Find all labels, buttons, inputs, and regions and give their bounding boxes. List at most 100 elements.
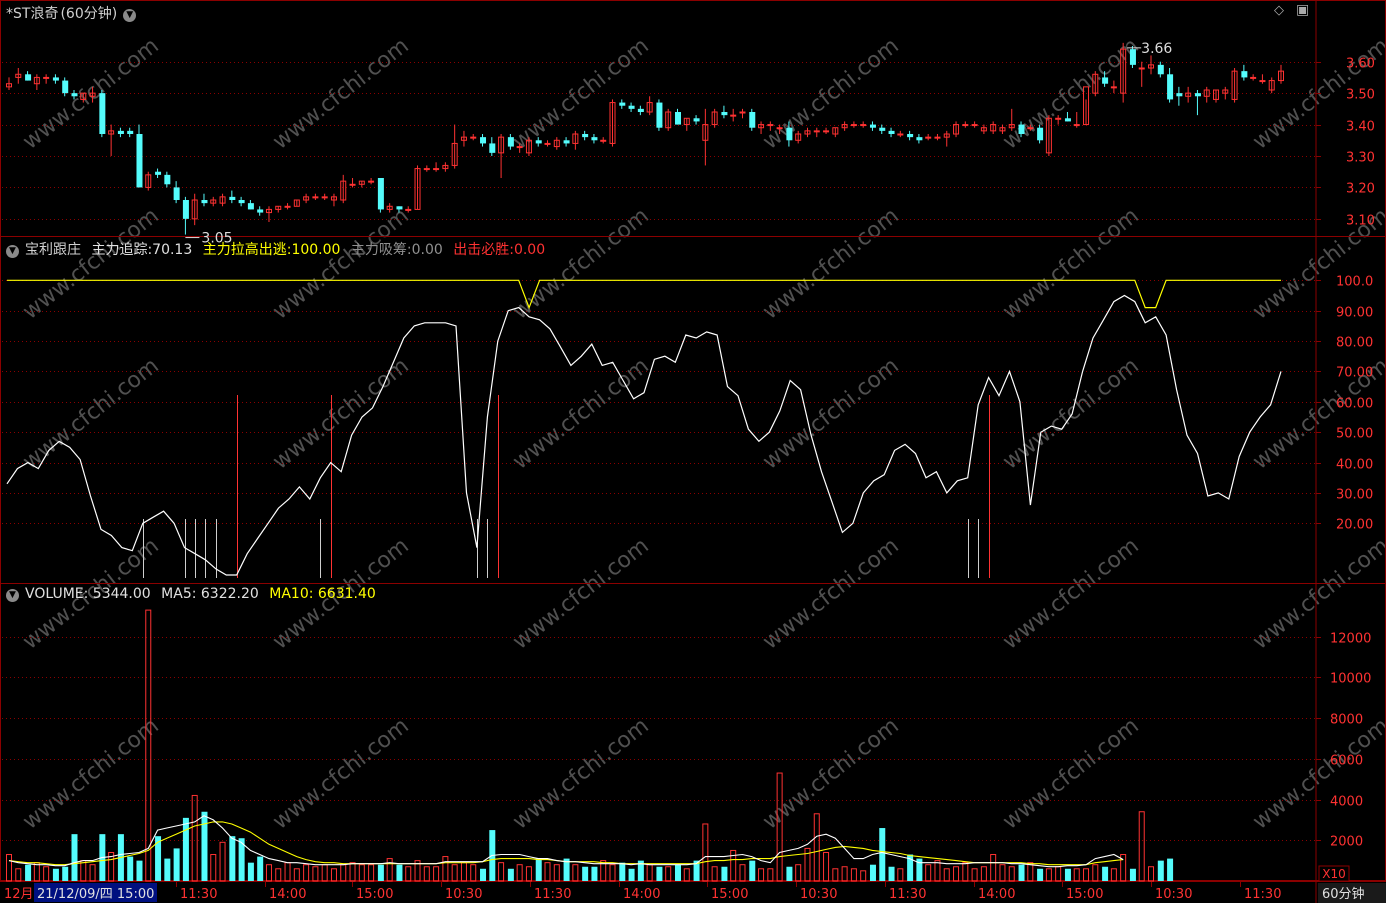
time-label: 15:00 (711, 887, 748, 902)
volume-bar (275, 868, 282, 882)
candle-body (386, 205, 393, 210)
candle-body (619, 102, 626, 106)
candle-body (1268, 80, 1275, 91)
volume-tick-label: 8000 (1330, 713, 1363, 728)
price-tick-label: 3.40 (1346, 120, 1375, 135)
candle-body (795, 133, 802, 141)
volume-bar (62, 866, 69, 881)
candle-body (943, 133, 950, 138)
volume-bar (451, 864, 458, 882)
chevron-down-icon[interactable]: ▼ (123, 9, 137, 22)
volume-bar (229, 836, 236, 881)
candle-body (99, 93, 106, 134)
candle-body (804, 130, 811, 135)
volume-bar (507, 868, 514, 881)
candle-body (860, 124, 867, 127)
volume-bar (1027, 862, 1034, 882)
unit-box (1318, 865, 1350, 882)
candle-body (1045, 117, 1052, 154)
volume-bar (1092, 864, 1099, 882)
volume-bar (869, 864, 876, 881)
indicator-tick-label: 100.0 (1336, 275, 1373, 290)
volume-bar (1008, 866, 1015, 882)
indicator-menu-icon[interactable]: ▼ (6, 245, 19, 258)
volume-bar (349, 862, 356, 882)
candle-body (1148, 64, 1155, 69)
candle-body (1092, 73, 1099, 94)
volume-bar (460, 862, 467, 882)
candle-body (293, 199, 300, 207)
candle-body (1213, 89, 1220, 100)
candle-body (89, 92, 96, 97)
volume-bar (665, 866, 672, 882)
diamond-icon[interactable]: ◇ (1274, 3, 1284, 18)
volume-bar (591, 866, 598, 881)
time-label: 14:00 (978, 887, 1015, 902)
volume-bar (711, 866, 718, 882)
candle-body (953, 124, 960, 135)
candle-body (340, 180, 347, 201)
main-track-line (6, 294, 1282, 576)
candle-body (897, 133, 904, 136)
accumulate-label: 主力吸筹: (350, 242, 412, 258)
candle-body (470, 136, 477, 139)
candle-body (786, 127, 793, 141)
volume-bar (108, 851, 115, 882)
candle-body (396, 206, 403, 210)
candle-body (841, 124, 848, 129)
volume-tick-label: 2000 (1330, 835, 1363, 850)
volume-bar (823, 851, 830, 882)
candle-body (1120, 48, 1127, 94)
volume-bar (201, 811, 208, 881)
time-label: 11:30 (180, 887, 217, 902)
volume-bar (136, 860, 143, 881)
cursor-time-box (34, 883, 157, 902)
volume-bar (1064, 868, 1071, 881)
candle-body (405, 208, 412, 211)
candle-body (1037, 127, 1044, 141)
volume-bar (330, 868, 337, 882)
candle-body (767, 124, 774, 127)
volume-bar (6, 854, 12, 882)
volume-bar (721, 866, 728, 881)
volume-bar (43, 866, 50, 882)
volume-bar (293, 868, 300, 882)
candle-body (460, 136, 467, 141)
watermark-text: www.cfchi.com (508, 33, 653, 154)
price-tick-label: 3.30 (1346, 151, 1375, 166)
indicator-tick-label: 20.00 (1336, 518, 1373, 533)
volume-bar (386, 858, 393, 882)
candle-body (414, 168, 421, 210)
watermark-text: www.cfchi.com (758, 533, 903, 654)
time-label: 10:30 (1155, 887, 1192, 902)
candle-body (869, 124, 876, 128)
watermark-text: www.cfchi.com (758, 33, 903, 154)
candle-body (451, 142, 458, 166)
volume-bar (1167, 858, 1174, 881)
candle-body (303, 196, 310, 201)
volume-tick-label: 6000 (1330, 754, 1363, 769)
candle-body (1018, 124, 1025, 134)
ma10-value: 6631.40 (317, 586, 376, 602)
time-label: 14:00 (623, 887, 660, 902)
candle-body (758, 124, 765, 129)
indicator-tick-label: 30.00 (1336, 488, 1373, 503)
candle-body (265, 208, 272, 214)
volume-bar (1045, 868, 1052, 882)
candle-body (916, 137, 923, 141)
candle-body (136, 134, 143, 188)
candle-body (999, 127, 1006, 132)
volume-menu-icon[interactable]: ▼ (6, 589, 19, 602)
volume-bar (582, 866, 589, 881)
candle-body (1083, 86, 1090, 126)
candle-body (1222, 89, 1229, 94)
candle-body (1110, 86, 1117, 89)
candle-body (656, 102, 663, 128)
candle-body (423, 168, 430, 171)
volume-bar (1037, 868, 1044, 881)
window-toggle-icon[interactable]: ▣ (1296, 2, 1310, 18)
candle-body (525, 139, 532, 154)
candle-body (721, 112, 728, 116)
volume-bar (1148, 866, 1155, 882)
